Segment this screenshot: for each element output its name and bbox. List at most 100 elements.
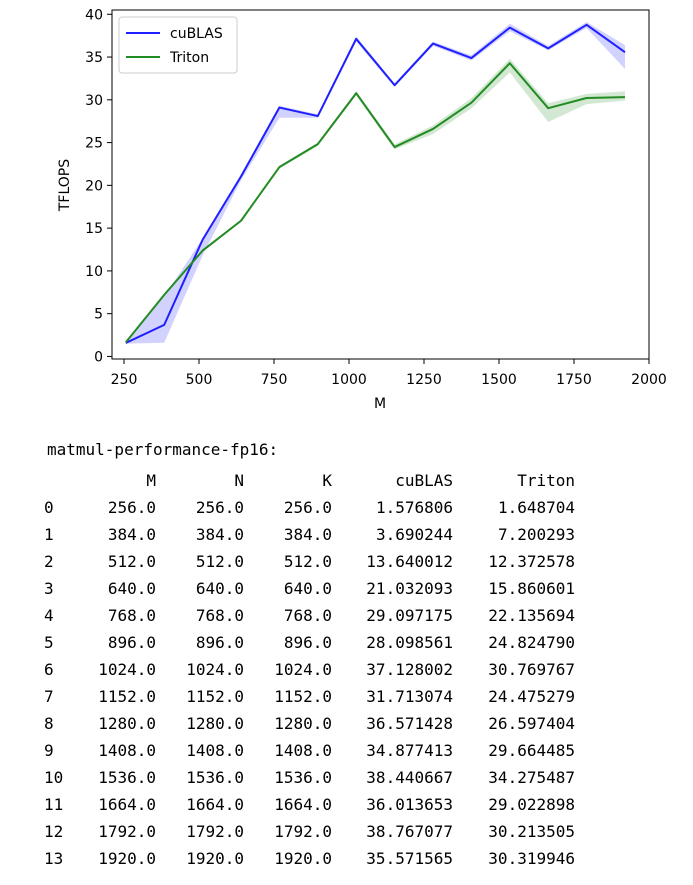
cell-triton: 22.135694 (488, 606, 575, 625)
legend-label-triton: Triton (169, 50, 209, 66)
x-tick-label: 250 (111, 372, 138, 388)
cell-triton: 7.200293 (497, 525, 575, 544)
cell-cublas: 36.571428 (366, 714, 453, 733)
cell-cublas: 13.640012 (366, 552, 453, 571)
cell-cublas: 35.571565 (366, 849, 453, 868)
x-axis: 250 500 750 1000 1250 1500 1750 2000 (111, 359, 667, 388)
cell-cublas: 3.690244 (375, 525, 453, 544)
cell-k: 1792.0 (274, 822, 332, 841)
cell-k: 1280.0 (274, 714, 332, 733)
series-line-cublas (125, 23, 626, 344)
cell-k: 896.0 (283, 633, 332, 652)
row-index: 0 (44, 498, 54, 517)
column-header-m: M (146, 471, 156, 490)
table-row: 3 640.0 640.0 640.0 21.032093 15.860601 (44, 575, 575, 602)
row-index: 5 (44, 633, 54, 652)
cell-cublas: 21.032093 (366, 579, 453, 598)
cell-k: 1536.0 (274, 768, 332, 787)
y-tick-label: 15 (85, 221, 103, 237)
y-tick-label: 25 (85, 136, 103, 152)
x-tick-label: 1000 (331, 372, 367, 388)
table-row: 9 1408.0 1408.0 1408.0 34.877413 29.664485 (44, 737, 575, 764)
table-row: 4 768.0 768.0 768.0 29.097175 22.135694 (44, 602, 575, 629)
cell-m: 1152.0 (98, 687, 156, 706)
table-row: 2 512.0 512.0 512.0 13.640012 12.372578 (44, 548, 575, 575)
cell-k: 1152.0 (274, 687, 332, 706)
row-index: 11 (44, 795, 64, 814)
cell-k: 512.0 (283, 552, 332, 571)
cell-cublas: 38.767077 (366, 822, 453, 841)
series-line-triton (125, 62, 626, 343)
cell-triton: 1.648704 (497, 498, 575, 517)
cell-cublas: 37.128002 (366, 660, 453, 679)
performance-chart: 250 500 750 1000 1250 1500 1750 2000 0 5 10 15 20 25… (57, 7, 667, 412)
y-tick-label: 5 (94, 307, 103, 323)
table-row: 0 256.0 256.0 256.0 1.576806 1.648704 (44, 494, 575, 521)
band-cublas (125, 21, 626, 344)
row-index: 4 (44, 606, 54, 625)
row-index: 13 (44, 849, 64, 868)
row-index: 3 (44, 579, 54, 598)
x-tick-label: 500 (186, 372, 213, 388)
table-row: 7 1152.0 1152.0 1152.0 31.713074 24.475279 (44, 683, 575, 710)
y-tick-label: 0 (94, 349, 103, 365)
column-header-n: N (234, 471, 244, 490)
cell-m: 768.0 (107, 606, 156, 625)
table-header-row: M N K cuBLAS Triton (44, 467, 575, 494)
y-tick-label: 35 (85, 50, 103, 66)
legend-label-cublas: cuBLAS (170, 26, 223, 42)
cell-k: 768.0 (283, 606, 332, 625)
y-axis: 0 5 10 15 20 25 30 35 40 (85, 7, 112, 365)
cell-triton: 24.475279 (488, 687, 575, 706)
cell-k: 1024.0 (274, 660, 332, 679)
row-index: 12 (44, 822, 64, 841)
cell-k: 256.0 (283, 498, 332, 517)
table-row: 11 1664.0 1664.0 1664.0 36.013653 29.022898 (44, 791, 575, 818)
cell-n: 1664.0 (186, 795, 244, 814)
cell-n: 896.0 (195, 633, 244, 652)
x-tick-label: 1250 (406, 372, 442, 388)
table-row: 8 1280.0 1280.0 1280.0 36.571428 26.597404 (44, 710, 575, 737)
cell-n: 768.0 (195, 606, 244, 625)
cell-triton: 30.769767 (488, 660, 575, 679)
cell-n: 256.0 (195, 498, 244, 517)
cell-k: 640.0 (283, 579, 332, 598)
plot-frame (111, 9, 650, 360)
cell-m: 896.0 (107, 633, 156, 652)
row-index: 7 (44, 687, 54, 706)
index-header (44, 467, 86, 494)
cell-m: 256.0 (107, 498, 156, 517)
row-index: 2 (44, 552, 54, 571)
row-index: 9 (44, 741, 54, 760)
x-tick-label: 750 (261, 372, 288, 388)
cell-m: 1024.0 (98, 660, 156, 679)
table-row: 5 896.0 896.0 896.0 28.098561 24.824790 (44, 629, 575, 656)
cell-m: 1408.0 (98, 741, 156, 760)
cell-m: 1664.0 (98, 795, 156, 814)
cell-n: 1024.0 (186, 660, 244, 679)
cell-m: 1536.0 (98, 768, 156, 787)
cell-triton: 24.824790 (488, 633, 575, 652)
table-row: 10 1536.0 1536.0 1536.0 38.440667 34.275487 (44, 764, 575, 791)
cell-m: 640.0 (107, 579, 156, 598)
cell-m: 1792.0 (98, 822, 156, 841)
cell-cublas: 38.440667 (366, 768, 453, 787)
row-index: 10 (44, 768, 64, 787)
cell-m: 512.0 (107, 552, 156, 571)
cell-triton: 29.664485 (488, 741, 575, 760)
results-table: M N K cuBLAS Triton 0 256.0 256.0 256.0 1.57… (44, 467, 575, 872)
cell-cublas: 36.013653 (366, 795, 453, 814)
cell-triton: 30.319946 (488, 849, 575, 868)
x-axis-label: M (374, 396, 386, 412)
band-triton (125, 58, 626, 343)
cell-n: 384.0 (195, 525, 244, 544)
cell-cublas: 29.097175 (366, 606, 453, 625)
output-title: matmul-performance-fp16: (47, 440, 279, 459)
cell-k: 1408.0 (274, 741, 332, 760)
cell-triton: 29.022898 (488, 795, 575, 814)
cell-n: 1920.0 (186, 849, 244, 868)
table-row: 13 1920.0 1920.0 1920.0 35.571565 30.319946 (44, 845, 575, 872)
row-index: 8 (44, 714, 54, 733)
table-row: 1 384.0 384.0 384.0 3.690244 7.200293 (44, 521, 575, 548)
cell-n: 1536.0 (186, 768, 244, 787)
